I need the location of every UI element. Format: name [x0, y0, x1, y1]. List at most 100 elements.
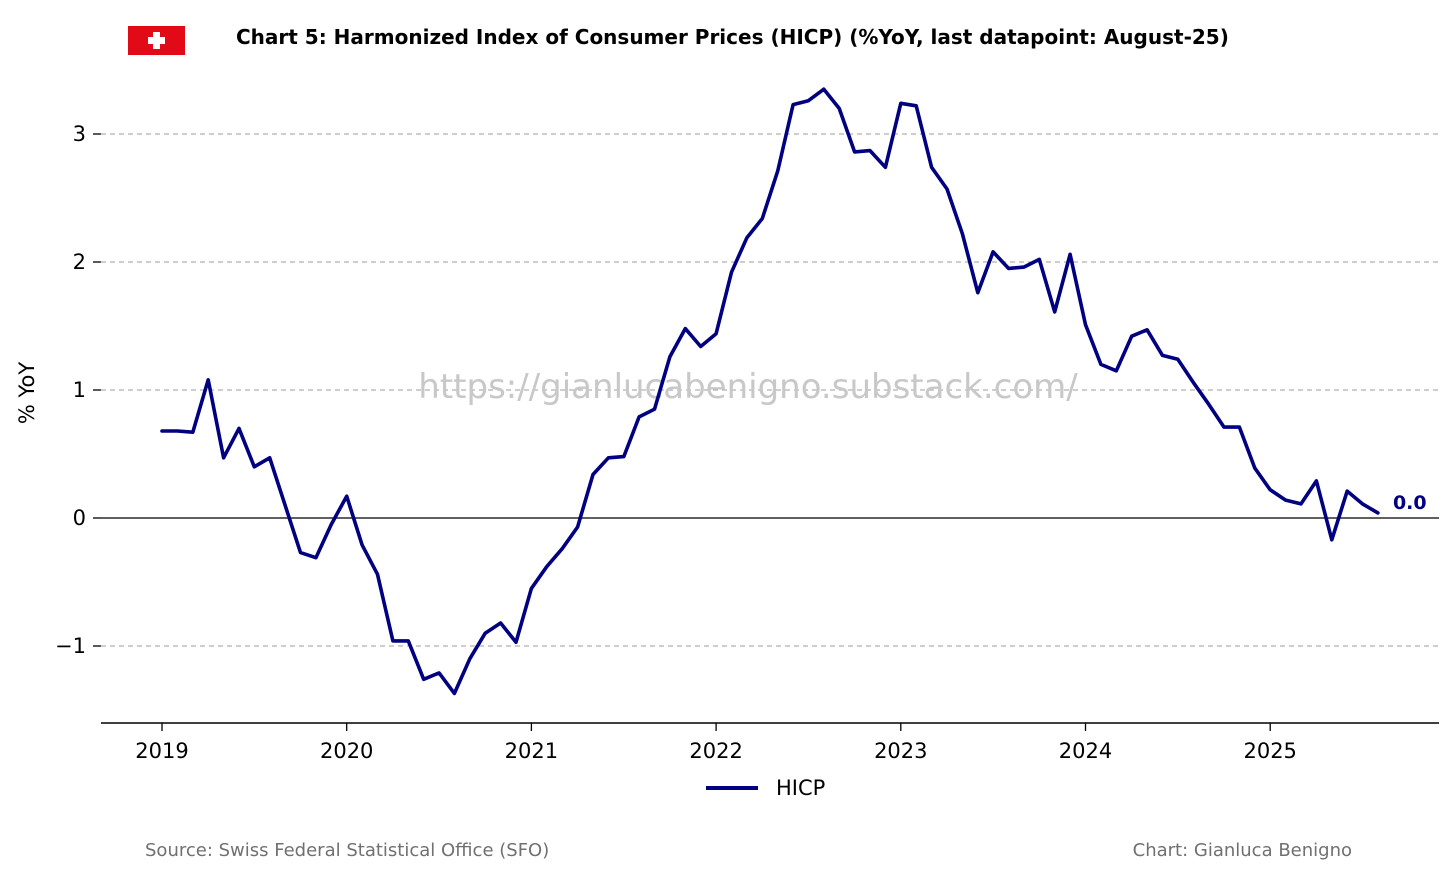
swiss-flag-icon	[128, 26, 185, 55]
data-point	[822, 87, 826, 91]
labels: −1 0 1 2 3 2019 2020 2021 2022 2023 2024 2025 % YoY 0…	[15, 122, 1427, 763]
x-tick-label: 2025	[1243, 739, 1296, 763]
data-point	[1253, 466, 1257, 470]
data-point	[791, 103, 795, 107]
data-point	[1191, 380, 1195, 384]
chart-credit: Chart: Gianluca Benigno	[1132, 840, 1352, 861]
legend-label-hicp: HICP	[776, 776, 826, 800]
data-point	[299, 551, 303, 555]
flag-cross-horizontal	[148, 37, 165, 44]
data-point	[422, 677, 426, 681]
x-tick-label: 2019	[135, 739, 188, 763]
data-point	[1161, 353, 1165, 357]
data-point	[175, 429, 179, 433]
legend: HICP	[706, 774, 825, 802]
y-axis-label: % YoY	[15, 362, 39, 425]
legend-swatch-hicp	[706, 786, 758, 790]
y-tick-label: −1	[55, 634, 86, 658]
data-point	[976, 291, 980, 295]
data-point	[1299, 502, 1303, 506]
data-point	[345, 494, 349, 498]
data-point	[160, 429, 164, 433]
data-point	[514, 640, 518, 644]
data-point	[452, 691, 456, 695]
last-value-label: 0.0	[1393, 492, 1427, 514]
data-point	[653, 407, 657, 411]
grid-lines	[101, 133, 1439, 647]
x-tick-label: 2024	[1059, 739, 1112, 763]
data-point	[591, 473, 595, 477]
data-point	[376, 572, 380, 576]
data-point	[806, 99, 810, 103]
data-point	[776, 169, 780, 173]
watermark: https://gianlucabenigno.substack.com/	[418, 367, 1078, 407]
data-point	[529, 586, 533, 590]
data-point	[1222, 425, 1226, 429]
y-tick-label: 0	[73, 506, 86, 530]
data-point	[914, 104, 918, 108]
data-point	[268, 456, 272, 460]
data-point	[1022, 265, 1026, 269]
series-layer	[160, 87, 1380, 696]
data-point	[252, 465, 256, 469]
data-point	[683, 327, 687, 331]
data-point	[930, 165, 934, 169]
data-point	[883, 165, 887, 169]
chart-title: Chart 5: Harmonized Index of Consumer Pr…	[236, 25, 1229, 49]
data-point	[1007, 266, 1011, 270]
data-point	[206, 378, 210, 382]
data-point	[853, 150, 857, 154]
data-point	[760, 217, 764, 221]
data-point	[1130, 334, 1134, 338]
data-point	[360, 543, 364, 547]
data-point	[745, 236, 749, 240]
data-point	[1068, 252, 1072, 256]
data-point	[560, 547, 564, 551]
data-point	[1207, 402, 1211, 406]
data-point	[1114, 369, 1118, 373]
data-point	[222, 456, 226, 460]
data-point	[945, 187, 949, 191]
data-point	[545, 565, 549, 569]
x-tick-label: 2023	[874, 739, 927, 763]
data-point	[437, 671, 441, 675]
data-point	[730, 270, 734, 274]
data-point	[637, 415, 641, 419]
data-point	[622, 455, 626, 459]
x-tick-label: 2022	[689, 739, 742, 763]
data-point	[1376, 511, 1380, 515]
data-point	[668, 355, 672, 359]
data-point	[1176, 357, 1180, 361]
data-point	[1314, 479, 1318, 483]
y-tick-label: 2	[73, 250, 86, 274]
data-point	[483, 631, 487, 635]
y-tick-label: 1	[73, 378, 86, 402]
data-point	[499, 621, 503, 625]
data-point	[606, 456, 610, 460]
data-point	[191, 430, 195, 434]
data-point	[1084, 323, 1088, 327]
data-point	[391, 639, 395, 643]
data-point	[576, 525, 580, 529]
data-point	[991, 250, 995, 254]
data-point	[1330, 538, 1334, 542]
data-point	[1053, 310, 1057, 314]
axes	[93, 133, 1439, 731]
data-point	[329, 522, 333, 526]
data-point	[960, 232, 964, 236]
data-point	[1361, 502, 1365, 506]
data-point	[868, 149, 872, 153]
data-point	[406, 639, 410, 643]
data-point	[1284, 498, 1288, 502]
data-point	[1099, 362, 1103, 366]
data-point	[283, 503, 287, 507]
data-point	[837, 106, 841, 110]
data-point	[1345, 489, 1349, 493]
data-point	[237, 426, 241, 430]
x-tick-label: 2021	[505, 739, 558, 763]
data-point	[1037, 257, 1041, 261]
data-point	[314, 556, 318, 560]
data-point	[699, 345, 703, 349]
data-point	[899, 101, 903, 105]
